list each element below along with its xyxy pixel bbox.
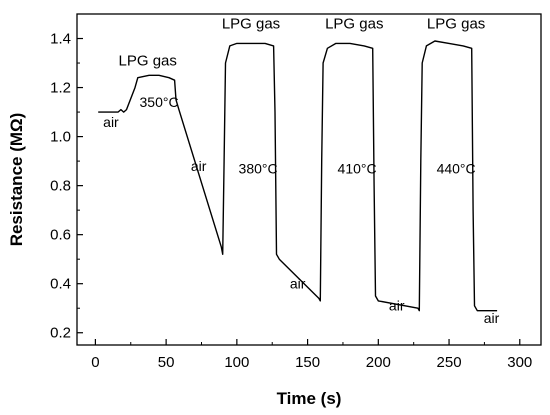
chart-annotation: 410°C [338,160,377,176]
y-tick-label: 0.6 [50,227,71,244]
plot-frame [76,13,542,346]
axis-tick-labels: 0 50 100 150 200 250 300 0.2 0.4 0.6 0.8 1.0 1.2 1.4 [50,31,532,371]
y-tick-label: 0.8 [50,178,71,195]
y-tick-label: 0.4 [50,276,71,293]
y-tick-label: 1.2 [50,80,71,97]
chart-annotation: LPG gas [427,16,485,33]
chart-annotation: LPG gas [119,52,177,69]
axis-ticks [77,37,521,345]
chart-annotation: 440°C [437,160,476,176]
y-axis-title: Resistance (MΩ) [7,113,26,247]
x-axis-title: Time (s) [277,389,342,408]
y-tick-label: 1.4 [50,31,71,48]
y-tick-label: 0.2 [50,325,71,342]
chart-annotation: air [484,310,500,326]
resistance-series-line [98,40,498,312]
chart-annotation: air [389,298,405,314]
x-tick-label: 200 [366,354,391,371]
x-tick-label: 250 [437,354,462,371]
x-tick-label: 150 [295,354,320,371]
x-tick-label: 0 [91,354,99,371]
x-tick-label: 100 [224,354,249,371]
chart-annotation: 350°C [140,94,179,110]
chart-annotation: air [191,158,207,174]
x-tick-label: 50 [158,354,175,371]
chart-annotation: 380°C [239,160,278,176]
chart-annotation: air [290,276,306,292]
x-tick-label: 300 [507,354,532,371]
chart-annotations: air 350°C LPG gas air 380°C LPG gas air 410°C LP… [103,16,499,326]
chart-annotation: LPG gas [325,16,383,33]
chart-annotation: air [103,114,119,130]
chart-annotation: LPG gas [222,16,280,33]
y-tick-label: 1.0 [50,129,71,146]
